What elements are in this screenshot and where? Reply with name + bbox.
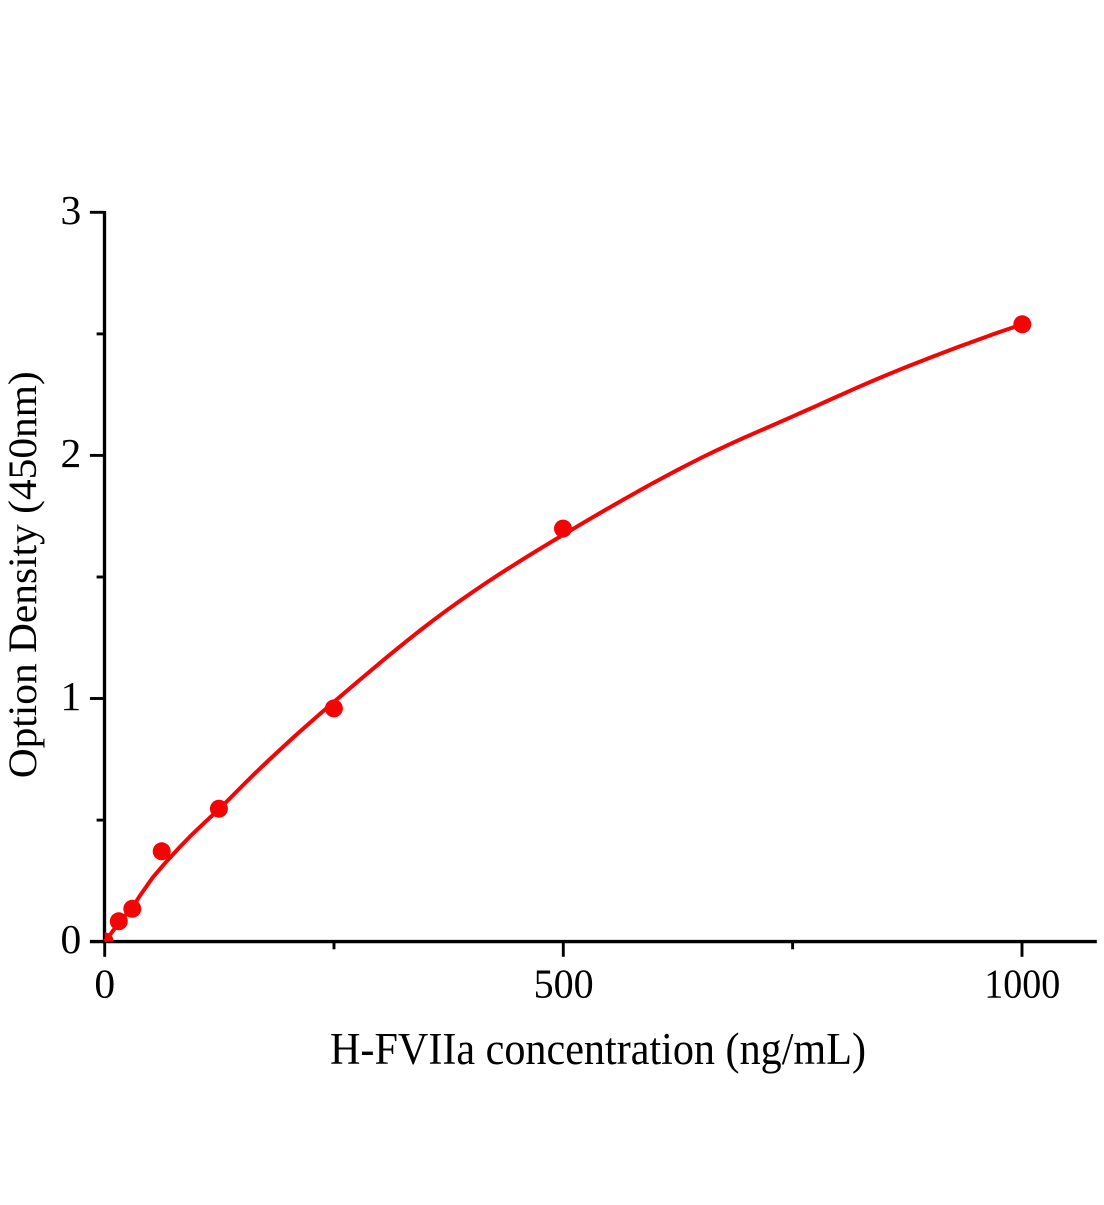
svg-text:Option Density (450nm): Option Density (450nm)	[0, 371, 45, 778]
svg-text:1000: 1000	[984, 961, 1060, 1007]
svg-text:500: 500	[534, 961, 594, 1007]
svg-text:2: 2	[60, 430, 81, 476]
svg-text:0: 0	[60, 916, 81, 962]
svg-text:1: 1	[60, 673, 81, 719]
svg-text:H-FVIIa concentration (ng/mL): H-FVIIa concentration (ng/mL)	[330, 1024, 866, 1074]
svg-text:3: 3	[60, 187, 81, 233]
svg-text:0: 0	[94, 961, 115, 1007]
